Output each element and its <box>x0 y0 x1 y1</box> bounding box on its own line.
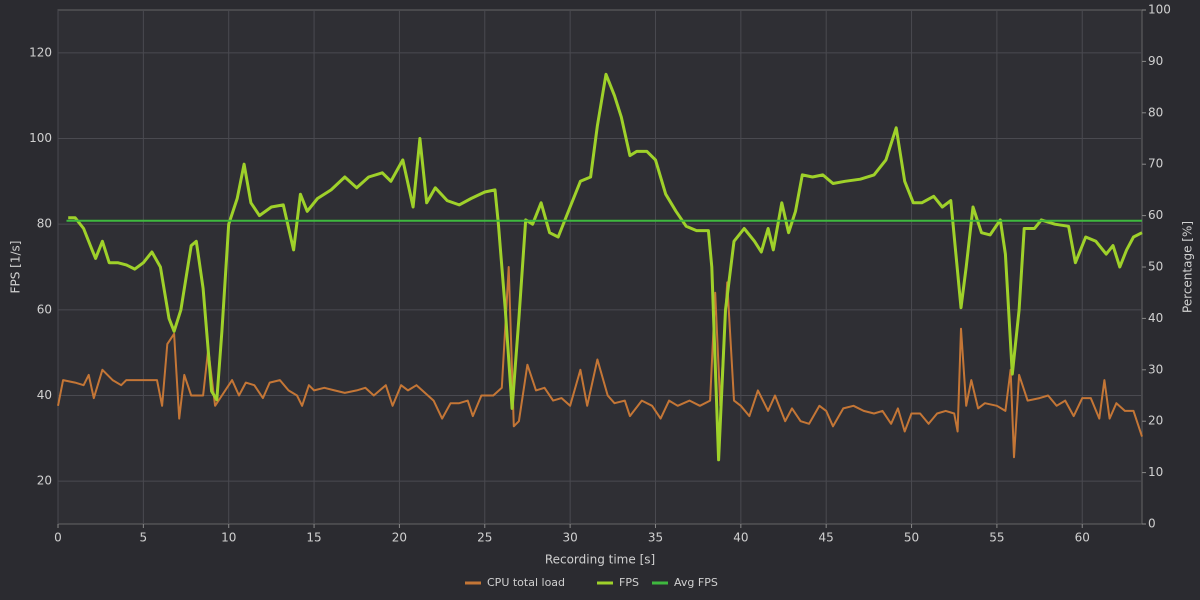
x-tick-label: 20 <box>392 531 407 545</box>
x-tick-label: 60 <box>1075 531 1090 545</box>
x-tick-label: 5 <box>140 531 148 545</box>
y-tick-label: 20 <box>37 474 52 488</box>
legend-label: FPS <box>619 576 639 589</box>
y2-tick-label: 100 <box>1148 3 1171 17</box>
legend-label: CPU total load <box>487 576 565 589</box>
x-tick-label: 30 <box>562 531 577 545</box>
y2-tick-label: 80 <box>1148 105 1163 119</box>
y-tick-label: 60 <box>37 302 52 316</box>
y-tick-label: 120 <box>29 45 52 59</box>
x-tick-label: 40 <box>733 531 748 545</box>
y2-tick-label: 10 <box>1148 465 1163 479</box>
x-tick-label: 50 <box>904 531 919 545</box>
plot-area <box>57 9 1143 525</box>
x-tick-label: 0 <box>54 531 62 545</box>
legend-label: Avg FPS <box>674 576 718 589</box>
x-axis-label: Recording time [s] <box>545 553 655 567</box>
y2-tick-label: 60 <box>1148 208 1163 222</box>
series-line <box>57 266 1143 459</box>
y2-tick-label: 50 <box>1148 260 1163 274</box>
y2-tick-label: 40 <box>1148 311 1163 325</box>
series-line <box>68 72 1143 462</box>
y-tick-label: 100 <box>29 131 52 145</box>
x-tick-label: 15 <box>306 531 321 545</box>
x-tick-label: 10 <box>221 531 236 545</box>
y2-tick-label: 20 <box>1148 414 1163 428</box>
y2-tick-label: 0 <box>1148 517 1156 531</box>
x-tick-label: 35 <box>648 531 663 545</box>
y-tick-label: 80 <box>37 217 52 231</box>
y-axis-label: FPS [1/s] <box>9 241 23 294</box>
y2-axis-label: Percentage [%] <box>1181 221 1195 313</box>
x-tick-label: 55 <box>989 531 1004 545</box>
y2-tick-label: 70 <box>1148 157 1163 171</box>
x-tick-label: 45 <box>819 531 834 545</box>
x-tick-label: 25 <box>477 531 492 545</box>
y2-tick-label: 90 <box>1148 54 1163 68</box>
y-tick-label: 40 <box>37 388 52 402</box>
y2-tick-label: 30 <box>1148 362 1163 376</box>
